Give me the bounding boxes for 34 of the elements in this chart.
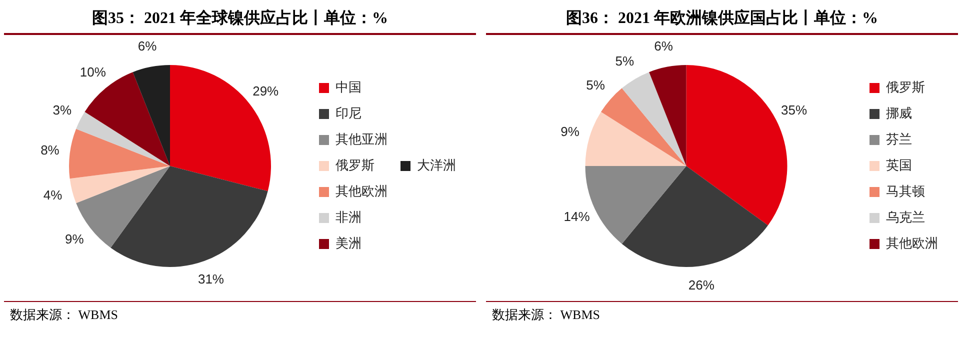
legend-label: 英国 <box>886 158 912 174</box>
legend-label: 其他亚洲 <box>336 132 388 148</box>
legend-label: 马其顿 <box>886 184 925 200</box>
legend-label: 其他欧洲 <box>886 236 938 252</box>
data-label: 29% <box>252 83 280 98</box>
data-label: 6% <box>138 38 158 54</box>
legend-label: 芬兰 <box>886 132 912 148</box>
legend-label: 乌克兰 <box>886 210 925 226</box>
data-label: 35% <box>781 102 808 118</box>
legend-label: 俄罗斯 <box>886 80 925 96</box>
legend-label: 俄罗斯 <box>336 158 374 174</box>
data-label: 31% <box>198 271 224 286</box>
data-label: 9% <box>64 232 84 247</box>
legend-label: 非洲 <box>336 210 362 226</box>
legend-label: 挪威 <box>886 106 912 122</box>
data-label: 5% <box>586 78 606 93</box>
data-label: 9% <box>560 124 580 139</box>
legend-label: 其他欧洲 <box>336 184 388 200</box>
data-label: 3% <box>52 102 72 118</box>
chart-title: 图35： 2021 年全球镍供应占比丨单位：% <box>4 4 476 35</box>
data-label: 5% <box>615 53 634 68</box>
chart-title: 图36： 2021 年欧洲镍供应国占比丨单位：% <box>486 4 958 35</box>
legend-label: 美洲 <box>336 235 362 252</box>
data-label: 10% <box>80 64 106 80</box>
data-label: 6% <box>654 38 674 54</box>
data-label: 8% <box>40 142 60 158</box>
data-label: 14% <box>564 209 590 224</box>
legend-label: 印尼 <box>336 106 362 122</box>
data-label: 4% <box>43 188 63 203</box>
source-note: 数据来源： WBMS <box>486 301 958 328</box>
legend-label: 中国 <box>336 80 362 96</box>
legend-label: 大洋洲 <box>417 158 456 174</box>
data-label: 26% <box>688 278 715 293</box>
source-note: 数据来源： WBMS <box>4 301 476 328</box>
